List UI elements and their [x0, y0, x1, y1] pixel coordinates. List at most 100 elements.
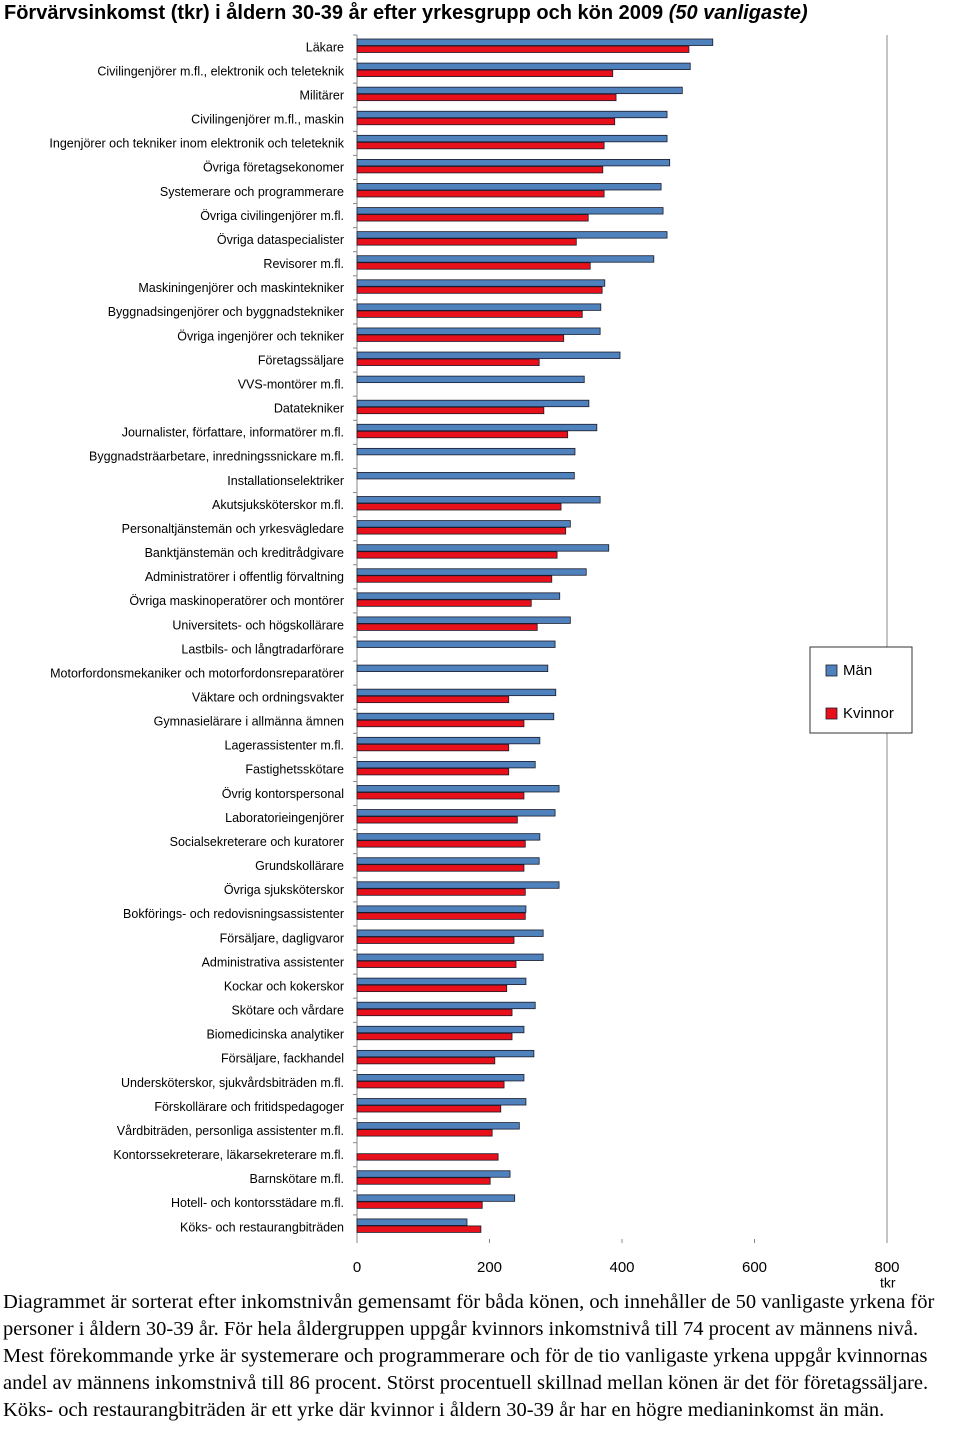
y-tick-label: Övrig kontorspersonal	[222, 787, 344, 801]
bar	[356, 1074, 525, 1082]
y-tick-label: Socialsekreterare och kuratorer	[170, 835, 344, 849]
bar	[356, 207, 664, 215]
chart: Förvärvsinkomst (tkr) i åldern 30-39 år …	[4, 1, 913, 1290]
bar	[356, 599, 532, 607]
bar	[356, 303, 602, 311]
bar	[356, 1105, 502, 1113]
y-tick-label: Civilingenjörer m.fl., maskin	[191, 113, 344, 127]
y-tick-label: Installationselektriker	[227, 474, 344, 488]
y-tick-label: Laboratorieingenjörer	[225, 811, 344, 825]
bar	[356, 768, 510, 776]
y-tick-label: Övriga civilingenjörer m.fl.	[200, 209, 344, 223]
bar	[356, 1025, 525, 1034]
y-tick-label: Ingenjörer och tekniker inom elektronik …	[49, 137, 344, 151]
y-tick-label: Läkare	[306, 40, 344, 54]
bar	[356, 190, 605, 198]
chart-title: Förvärvsinkomst (tkr) i åldern 30-39 år …	[4, 1, 808, 24]
bar	[356, 551, 558, 559]
bar	[356, 334, 565, 342]
y-tick-label: Kockar och kokerskor	[224, 979, 344, 993]
bar	[356, 688, 557, 697]
bar	[356, 423, 598, 432]
bar	[356, 496, 601, 504]
y-tick-label: Datatekniker	[274, 402, 344, 416]
x-axis-label: tkr	[880, 1275, 896, 1290]
y-tick-label: Biomedicinska analytiker	[206, 1028, 344, 1042]
bar	[356, 792, 525, 800]
x-tick-label: 400	[609, 1259, 634, 1276]
bar	[356, 1177, 491, 1185]
bar	[356, 503, 562, 511]
bar	[356, 743, 510, 752]
x-tick-label: 200	[477, 1259, 502, 1276]
bar	[356, 1081, 505, 1089]
y-tick-label: Banktjänstemän och kreditrådgivare	[145, 546, 344, 560]
bar	[356, 1218, 468, 1226]
bar	[356, 544, 610, 552]
y-tick-label: Försäljare, fackhandel	[221, 1052, 344, 1066]
bar	[356, 238, 577, 246]
bar	[356, 568, 587, 576]
bar	[356, 45, 690, 53]
y-tick-label: Övriga dataspecialister	[217, 233, 344, 247]
y-tick-label: Skötare och vårdare	[231, 1004, 344, 1018]
y-tick-label: Grundskollärare	[255, 859, 344, 873]
y-tick-label: Lastbils- och långtradarförare	[181, 642, 344, 656]
x-tick-label: 800	[874, 1259, 899, 1276]
bar	[356, 833, 541, 841]
bar	[356, 527, 567, 535]
bar	[356, 399, 590, 408]
y-tick-label: Väktare och ordningsvakter	[192, 690, 344, 704]
legend-label: Kvinnor	[843, 705, 894, 722]
bar	[356, 712, 555, 721]
bar	[356, 953, 544, 961]
bar	[356, 375, 585, 384]
y-tick-label: Administrativa assistenter	[202, 955, 344, 969]
bar	[356, 1201, 483, 1209]
y-tick-label: Civilingenjörer m.fl., elektronik och te…	[97, 64, 344, 78]
y-tick-label: Övriga maskinoperatörer och montörer	[129, 594, 344, 608]
bar	[356, 1129, 493, 1137]
bar	[356, 286, 603, 294]
y-tick-label: Undersköterskor, sjukvårdsbiträden m.fl.	[121, 1076, 344, 1090]
bar	[356, 1098, 527, 1106]
x-tick-label: 600	[742, 1259, 767, 1276]
bar	[356, 664, 549, 672]
bar	[356, 1008, 513, 1017]
bar	[356, 134, 668, 143]
bar	[356, 38, 714, 46]
bar	[356, 977, 527, 986]
y-tick-label: Maskiningenjörer och maskintekniker	[138, 281, 344, 295]
bar	[356, 430, 569, 439]
bar	[356, 358, 540, 366]
legend-box	[809, 646, 913, 734]
bar	[356, 912, 526, 920]
y-tick-label: Journalister, författare, informatörer m…	[122, 426, 344, 440]
bar	[356, 86, 683, 95]
y-tick-label: Bokförings- och redovisningsassistenter	[123, 907, 344, 921]
bar	[356, 1032, 513, 1041]
bar	[356, 1153, 499, 1161]
bar	[356, 1056, 496, 1065]
bar	[356, 231, 668, 239]
bar	[356, 840, 526, 848]
y-tick-label: Företagssäljare	[258, 353, 344, 367]
bar	[356, 719, 525, 728]
title-main: Förvärvsinkomst (tkr) i åldern 30-39 år …	[4, 1, 663, 24]
y-tick-label: Övriga ingenjörer och tekniker	[177, 329, 344, 343]
bar	[356, 1122, 520, 1130]
note: Diagrammet är sorterat efter inkomstnivå…	[3, 1291, 935, 1421]
y-tick-label: Byggnadsingenjörer och byggnadstekniker	[108, 305, 344, 319]
bar	[356, 623, 538, 631]
bar	[356, 640, 556, 648]
y-tick-label: Universitets- och högskollärare	[172, 618, 344, 632]
bar	[356, 695, 510, 704]
bar	[356, 255, 655, 263]
y-tick-label: VVS-montörer m.fl.	[238, 377, 344, 391]
bar	[356, 62, 691, 70]
bar	[356, 816, 518, 824]
bar	[356, 616, 571, 624]
bar	[356, 1001, 536, 1010]
bar	[356, 881, 560, 889]
bar	[356, 736, 541, 745]
